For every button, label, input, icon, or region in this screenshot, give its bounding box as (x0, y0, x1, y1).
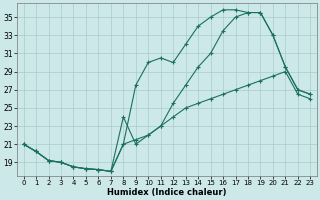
X-axis label: Humidex (Indice chaleur): Humidex (Indice chaleur) (107, 188, 227, 197)
